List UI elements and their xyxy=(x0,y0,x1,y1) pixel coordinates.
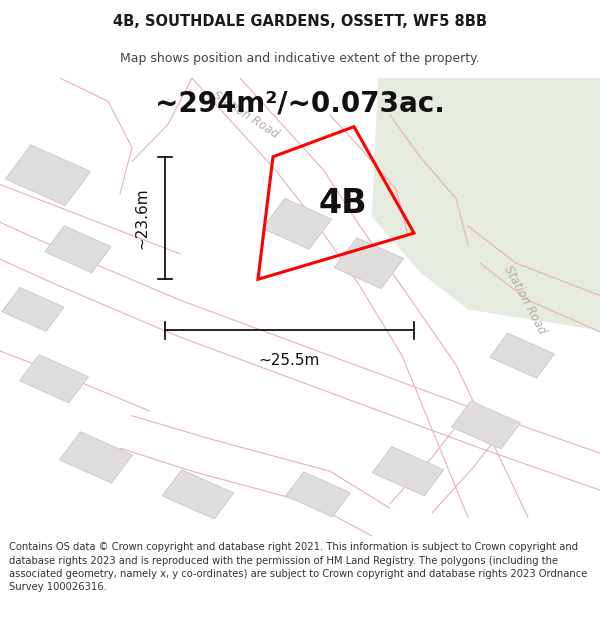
Text: ~25.5m: ~25.5m xyxy=(259,352,320,367)
Text: Station Road: Station Road xyxy=(211,89,281,141)
Text: 4B: 4B xyxy=(319,187,367,220)
Polygon shape xyxy=(452,401,520,449)
Polygon shape xyxy=(2,288,64,331)
Text: Map shows position and indicative extent of the property.: Map shows position and indicative extent… xyxy=(120,52,480,65)
Text: ~23.6m: ~23.6m xyxy=(135,188,150,249)
Text: Station Road: Station Road xyxy=(502,264,548,337)
Polygon shape xyxy=(334,238,404,289)
Text: Contains OS data © Crown copyright and database right 2021. This information is : Contains OS data © Crown copyright and d… xyxy=(9,542,587,592)
Polygon shape xyxy=(286,472,350,517)
Polygon shape xyxy=(490,333,554,378)
Polygon shape xyxy=(372,78,600,332)
Polygon shape xyxy=(262,198,332,249)
Polygon shape xyxy=(372,447,444,496)
Polygon shape xyxy=(59,432,133,483)
Polygon shape xyxy=(162,470,234,519)
Polygon shape xyxy=(45,226,111,272)
Polygon shape xyxy=(5,145,91,206)
Polygon shape xyxy=(20,355,88,402)
Text: 4B, SOUTHDALE GARDENS, OSSETT, WF5 8BB: 4B, SOUTHDALE GARDENS, OSSETT, WF5 8BB xyxy=(113,14,487,29)
Text: ~294m²/~0.073ac.: ~294m²/~0.073ac. xyxy=(155,89,445,118)
